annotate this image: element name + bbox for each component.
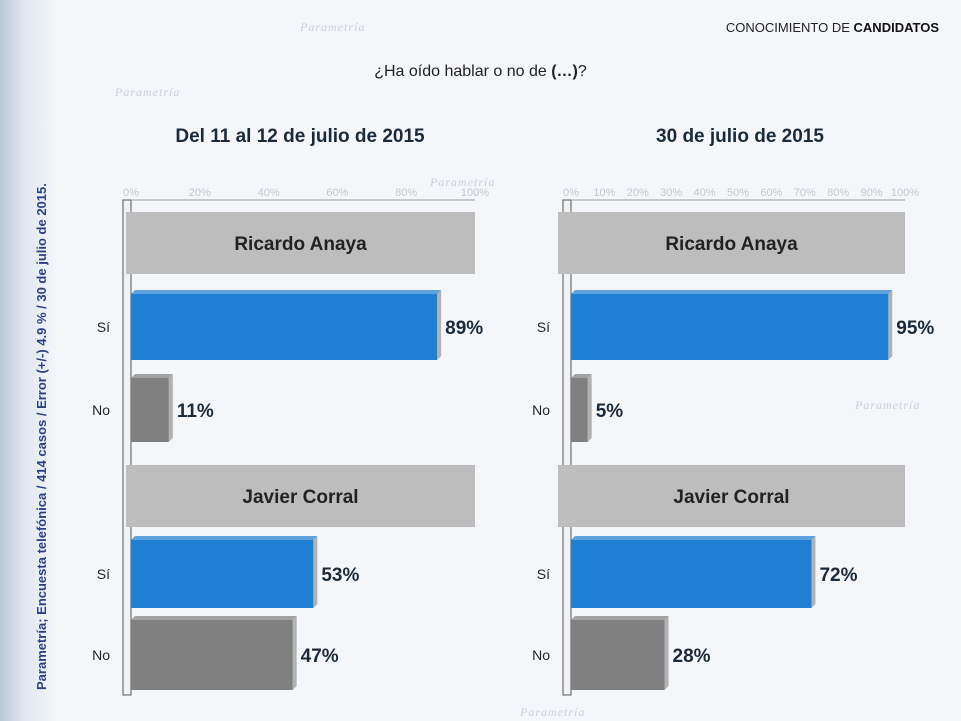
tick-label: 20% — [627, 187, 649, 199]
watermark: Parametría — [115, 85, 181, 99]
candidate-name: Javier Corral — [242, 487, 358, 508]
bar-si — [571, 294, 889, 360]
tick-label: 60% — [326, 187, 348, 199]
candidate-header-bar — [126, 465, 475, 527]
question-bold: (…) — [551, 63, 578, 80]
tick-label: 0% — [123, 187, 139, 199]
category-label: No — [532, 647, 550, 663]
tick-label: 30% — [660, 187, 682, 199]
category-label: Sí — [97, 566, 110, 582]
question-text: ¿Ha oído hablar o no de (…)? — [0, 63, 961, 81]
header-bold: CANDIDATOS — [853, 20, 939, 35]
question-suffix: ? — [577, 63, 587, 80]
bar-bevel — [571, 536, 816, 540]
bar-bevel — [131, 536, 318, 540]
watermark: Parametría — [430, 175, 496, 189]
decorative-left-strip — [0, 0, 58, 721]
tick-label: 90% — [861, 187, 883, 199]
bar-no — [131, 620, 293, 690]
value-label: 89% — [445, 318, 483, 339]
tick-label: 60% — [760, 187, 782, 199]
tick-label: 40% — [258, 187, 280, 199]
left-chart-title: Del 11 al 12 de julio de 2015 — [175, 126, 425, 147]
bar-bevel — [571, 616, 669, 620]
tick-label: 0% — [563, 187, 579, 199]
bar-no — [571, 620, 665, 690]
bar-no — [131, 378, 169, 442]
bar-side — [313, 536, 318, 608]
header-prefix: CONOCIMIENTO DE — [725, 20, 854, 35]
bar-side — [437, 290, 442, 360]
value-label: 28% — [673, 646, 711, 667]
axis-frame — [122, 199, 132, 696]
tick-label: 80% — [395, 187, 417, 199]
candidate-name: Javier Corral — [673, 487, 789, 508]
bar-side — [888, 290, 893, 360]
category-label: Sí — [537, 566, 550, 582]
bar-bevel — [571, 290, 893, 294]
category-label: No — [532, 402, 550, 418]
tick-label: 50% — [727, 187, 749, 199]
tick-label: 100% — [461, 187, 489, 199]
tick-label: 10% — [593, 187, 615, 199]
bar-bevel — [571, 374, 592, 378]
tick-label: 70% — [794, 187, 816, 199]
bar-no — [571, 378, 588, 442]
candidate-header-bar — [558, 465, 905, 527]
bar-side — [292, 616, 297, 690]
category-label: No — [92, 402, 110, 418]
value-label: 72% — [819, 565, 857, 586]
value-label: 95% — [896, 318, 934, 339]
bar-si — [131, 294, 438, 360]
bar-side — [168, 374, 173, 442]
category-label: Sí — [97, 319, 110, 335]
value-label: 53% — [321, 565, 359, 586]
bar-si — [571, 540, 812, 608]
bar-side — [811, 536, 816, 608]
bar-bevel — [131, 374, 173, 378]
bar-bevel — [131, 616, 297, 620]
watermark: Parametría — [855, 398, 921, 412]
value-label: 47% — [301, 646, 339, 667]
watermark: Parametría — [300, 20, 366, 34]
page-header: CONOCIMIENTO DE CANDIDATOS — [726, 20, 939, 35]
tick-label: 40% — [694, 187, 716, 199]
candidate-header-bar — [558, 212, 905, 274]
candidate-header-bar — [126, 212, 475, 274]
bar-si — [131, 540, 314, 608]
tick-label: 80% — [827, 187, 849, 199]
bar-side — [587, 374, 592, 442]
category-label: No — [92, 647, 110, 663]
axis-frame — [562, 199, 572, 696]
tick-label: 100% — [891, 187, 919, 199]
value-label: 11% — [177, 401, 214, 422]
tick-label: 20% — [189, 187, 211, 199]
category-label: Sí — [537, 319, 550, 335]
right-chart-title: 30 de julio de 2015 — [656, 126, 824, 147]
watermark: Parametría — [520, 705, 586, 719]
candidate-name: Ricardo Anaya — [665, 234, 798, 255]
bar-side — [664, 616, 669, 690]
value-label: 5% — [596, 401, 624, 422]
bar-bevel — [131, 290, 442, 294]
candidate-name: Ricardo Anaya — [234, 234, 367, 255]
question-prefix: ¿Ha oído hablar o no de — [374, 63, 552, 80]
